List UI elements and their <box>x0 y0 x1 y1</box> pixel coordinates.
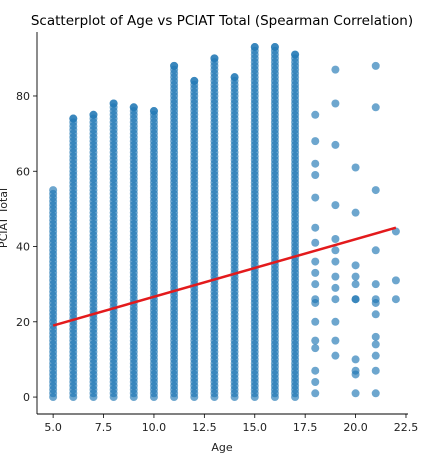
data-point <box>371 340 380 349</box>
data-point <box>371 351 380 360</box>
data-point <box>331 65 340 74</box>
data-point <box>311 110 320 119</box>
trend-line-group <box>52 226 397 327</box>
data-point <box>311 344 320 353</box>
y-axis-ticks: 0 20 40 60 80 <box>16 90 37 404</box>
data-point <box>109 99 118 108</box>
scatter-points <box>49 43 400 402</box>
data-point <box>391 276 400 285</box>
data-point <box>311 317 320 326</box>
y-tick-label: 60 <box>16 165 30 178</box>
data-point <box>311 268 320 277</box>
data-point <box>311 159 320 168</box>
data-point <box>351 280 360 289</box>
data-point <box>311 257 320 266</box>
data-point <box>311 336 320 345</box>
data-point <box>250 43 259 52</box>
data-point <box>331 351 340 360</box>
data-point <box>311 366 320 375</box>
data-point <box>291 50 300 59</box>
chart-title: Scatterplot of Age vs PCIAT Total (Spear… <box>31 13 413 29</box>
data-point <box>371 310 380 319</box>
data-point <box>351 295 360 304</box>
x-tick-label: 17.5 <box>293 421 318 434</box>
data-point <box>311 171 320 180</box>
x-tick-label: 12.5 <box>192 421 217 434</box>
x-tick-label: 22.5 <box>394 421 419 434</box>
data-point <box>331 246 340 255</box>
data-point <box>371 295 380 304</box>
data-point <box>331 336 340 345</box>
x-tick-label: 5.0 <box>44 421 62 434</box>
x-axis-ticks: 5.0 7.5 10.0 12.5 15.0 17.5 20.0 22.5 <box>44 414 418 434</box>
y-tick-label: 40 <box>16 241 30 254</box>
data-point <box>331 140 340 149</box>
y-axis-label: PCIAT Total <box>0 188 10 248</box>
data-point <box>331 99 340 108</box>
data-point <box>190 76 199 85</box>
data-point <box>351 272 360 281</box>
data-point <box>371 186 380 195</box>
data-point <box>270 43 279 52</box>
data-point <box>331 283 340 292</box>
data-point <box>351 389 360 398</box>
data-point <box>351 208 360 217</box>
y-tick-label: 20 <box>16 316 30 329</box>
data-point <box>371 103 380 112</box>
data-point <box>331 272 340 281</box>
data-point <box>371 280 380 289</box>
data-point <box>149 107 158 116</box>
data-point <box>311 223 320 232</box>
data-point <box>371 61 380 70</box>
data-point <box>351 261 360 270</box>
data-point <box>331 235 340 243</box>
data-point <box>371 246 380 255</box>
y-tick-label: 80 <box>16 90 30 103</box>
data-point <box>311 378 320 387</box>
y-tick-label: 0 <box>23 391 30 404</box>
data-point <box>351 366 360 375</box>
data-point <box>230 73 239 82</box>
x-axis-label: Age <box>211 441 233 454</box>
data-point <box>331 295 340 304</box>
data-point <box>331 201 340 210</box>
data-point <box>89 110 98 119</box>
data-point <box>351 355 360 364</box>
data-point <box>129 103 138 112</box>
data-point <box>311 137 320 146</box>
data-point <box>69 114 78 123</box>
data-point <box>311 389 320 398</box>
data-point <box>371 389 380 398</box>
data-point <box>371 366 380 375</box>
data-point <box>331 317 340 326</box>
x-tick-label: 20.0 <box>343 421 368 434</box>
data-point <box>311 280 320 289</box>
data-point <box>391 295 400 304</box>
x-tick-label: 10.0 <box>142 421 167 434</box>
x-tick-label: 15.0 <box>243 421 268 434</box>
data-point <box>331 257 340 266</box>
data-point <box>170 61 179 70</box>
data-point <box>311 295 320 304</box>
x-tick-label: 7.5 <box>95 421 113 434</box>
trend-line <box>52 226 397 327</box>
data-point <box>351 163 360 172</box>
data-point <box>311 193 320 202</box>
data-point <box>210 54 219 63</box>
data-point <box>49 186 58 195</box>
data-point <box>371 332 380 341</box>
data-point <box>311 238 320 247</box>
